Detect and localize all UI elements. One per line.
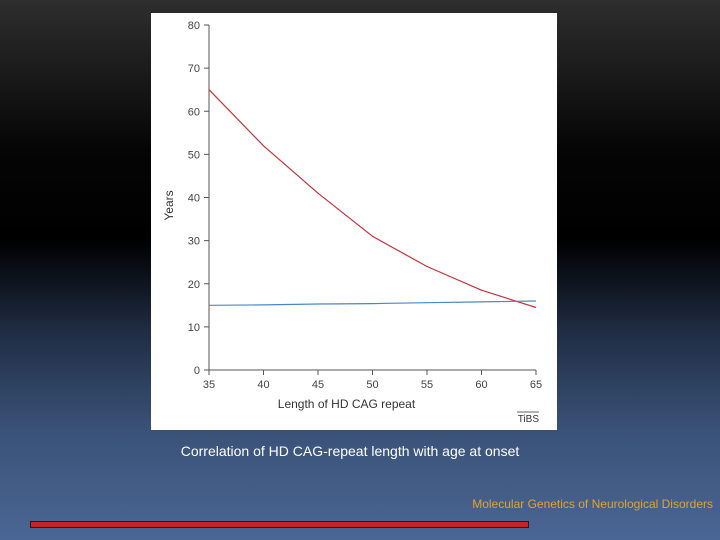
y-tick-label: 70	[188, 63, 200, 75]
x-tick-label: 55	[421, 379, 433, 391]
x-tick-label: 35	[203, 379, 215, 391]
y-tick-label: 40	[188, 193, 200, 205]
series-line	[208, 89, 537, 309]
x-tick-label: 65	[530, 379, 542, 391]
series-line	[208, 300, 537, 306]
y-tick-label: 10	[188, 322, 200, 334]
y-tick-label: 0	[194, 365, 200, 377]
y-tick-label: 80	[188, 20, 200, 32]
footer-title: Molecular Genetics of Neurological Disor…	[472, 497, 713, 511]
x-tick-label: 45	[312, 379, 324, 391]
y-tick-label: 50	[188, 149, 200, 161]
x-tick-label: 40	[257, 379, 269, 391]
x-axis-label: Length of HD CAG repeat	[278, 397, 416, 411]
slide-caption: Correlation of HD CAG-repeat length with…	[180, 443, 520, 459]
y-tick-label: 30	[188, 236, 200, 248]
x-tick-label: 50	[366, 379, 378, 391]
x-tick-label: 60	[475, 379, 487, 391]
line-chart: 0 10 20 30 40 50 60 70 80 35 40 45 50 55 60 65 Length o…	[162, 20, 542, 425]
y-axis-label: Years	[162, 190, 176, 220]
footer-bar	[30, 521, 529, 528]
chart-panel: 0 10 20 30 40 50 60 70 80 35 40 45 50 55 60 65 Length o…	[151, 13, 557, 430]
y-tick-label: 20	[188, 279, 200, 291]
y-tick-label: 60	[188, 106, 200, 118]
source-credit: TiBS	[518, 414, 540, 425]
